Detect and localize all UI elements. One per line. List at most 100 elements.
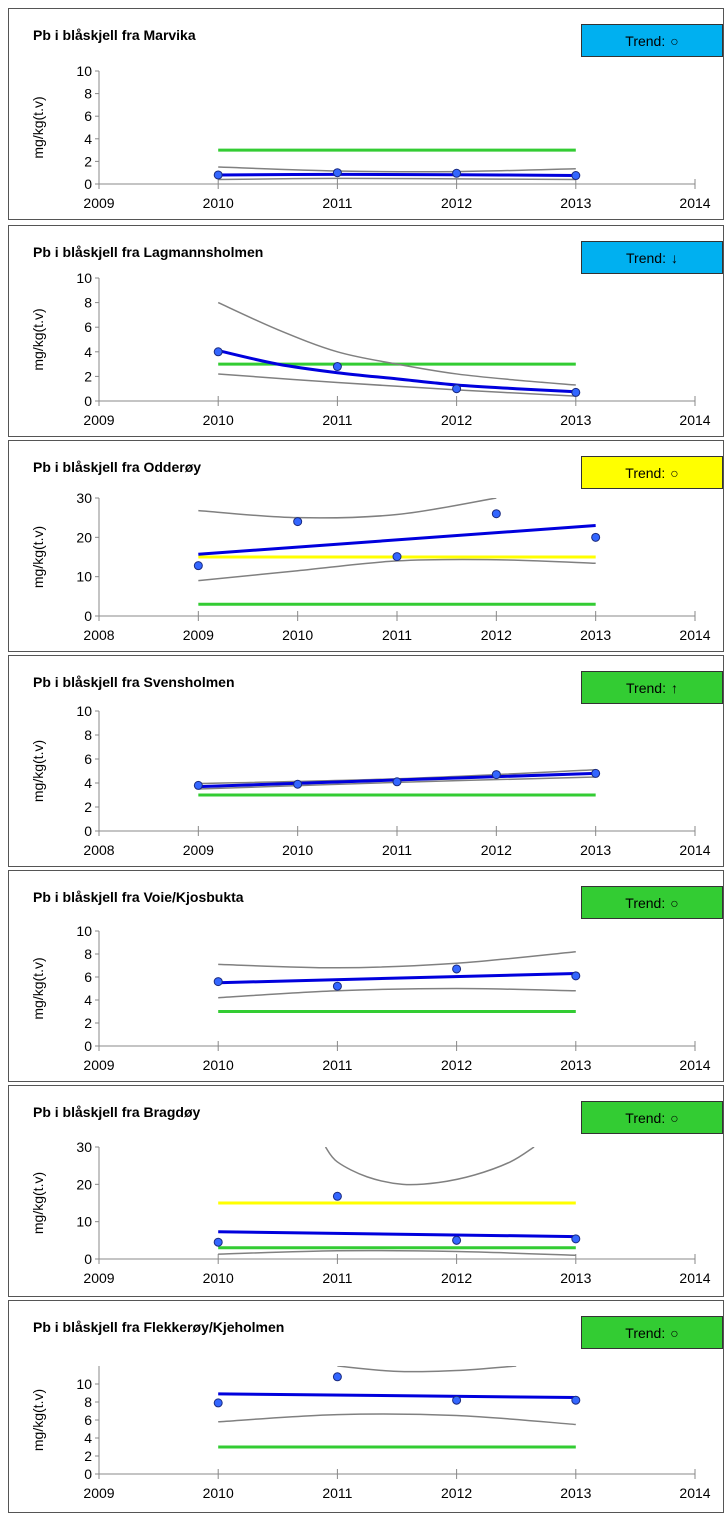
x-tick-label: 2009 [183,842,214,858]
data-point [213,1237,223,1247]
y-tick-label: 2 [84,153,92,169]
circle-icon: ○ [670,32,679,49]
x-tick-label: 2013 [560,1057,591,1073]
y-tick-label: 6 [84,1412,92,1428]
data-point [571,387,581,397]
y-tick-label: 0 [84,1038,92,1054]
x-tick-label: 2009 [83,1270,114,1286]
x-tick-label: 2012 [441,412,472,428]
ci-upper-line [218,166,576,173]
y-axis-label: mg/kg(t.v) [30,1389,46,1451]
x-tick-label: 2010 [203,1270,234,1286]
data-point [452,168,462,178]
plot-area [213,950,581,1013]
arrow-up-icon: ↑ [670,679,678,696]
arrow-down-icon: ↓ [670,249,678,266]
ci-lower-line [198,558,596,582]
chart-svg: 0 2 4 6 8 10 2009 2010 2011 2012 2013 2014 mg/kg(t.v… [30,270,711,428]
ci-lower-line [218,177,576,181]
chart-title: Pb i blåskjell fra Flekkerøy/Kjeholmen [33,1319,285,1335]
x-tick-label: 2014 [679,195,710,211]
data-point [332,981,342,991]
y-tick-label: 10 [76,1214,92,1230]
y-axis-label: mg/kg(t.v) [30,526,46,588]
x-tick-label: 2010 [203,1485,234,1501]
x-tick-label: 2012 [441,1057,472,1073]
y-tick-label: 20 [76,529,92,545]
data-point [332,362,342,372]
x-tick-label: 2010 [282,627,313,643]
y-tick-label: 0 [84,1251,92,1267]
y-tick-label: 30 [76,490,92,506]
x-tick-label: 2009 [83,412,114,428]
trend-badge: Trend: ○ [581,1101,723,1134]
y-tick-label: 8 [84,295,92,311]
y-tick-label: 2 [84,1448,92,1464]
trend-badge: Trend: ○ [581,886,723,919]
y-axis-label: mg/kg(t.v) [30,740,46,802]
y-tick-label: 30 [76,1139,92,1155]
data-point [213,347,223,357]
data-point [591,768,601,778]
x-tick-label: 2011 [322,1485,352,1501]
plot-area [193,768,601,797]
y-tick-label: 8 [84,1394,92,1410]
trend-label: Trend: [625,32,666,49]
chart-panel: 0 10 20 30 2009 2010 2011 2012 2013 2014 mg/kg(t.v… [8,1085,724,1297]
x-tick-label: 2010 [203,412,234,428]
chart-panel: 0 10 20 30 2008 2009 2010 2011 2012 2013 2014 mg/kg… [8,440,724,652]
y-tick-label: 4 [84,1430,92,1446]
chart-title: Pb i blåskjell fra Bragdøy [33,1104,201,1120]
data-point [213,170,223,180]
x-tick-label: 2011 [322,195,352,211]
ci-upper-line [218,950,576,969]
data-point [193,780,203,790]
y-tick-label: 10 [76,703,92,719]
x-tick-label: 2012 [481,842,512,858]
x-tick-label: 2008 [83,627,114,643]
x-tick-label: 2009 [183,627,214,643]
y-tick-label: 0 [84,1466,92,1482]
ci-lower-line [218,373,576,397]
y-axis-label: mg/kg(t.v) [30,96,46,158]
x-tick-label: 2009 [83,1057,114,1073]
data-point [571,171,581,181]
data-point [571,971,581,981]
ci-upper-line [217,301,576,386]
chart-panel: 0 2 4 6 8 10 2009 2010 2011 2012 2013 2014 mg/kg(t.v… [8,1300,724,1513]
ci-upper-line [198,498,497,519]
x-tick-label: 2014 [679,1057,710,1073]
ci-lower-line [218,987,576,999]
data-point [571,1234,581,1244]
data-point [293,517,303,527]
y-tick-label: 0 [84,393,92,409]
chart-panel: 0 2 4 6 8 10 2009 2010 2011 2012 2013 2014 mg/kg(t.v… [8,225,724,437]
x-tick-label: 2012 [441,1270,472,1286]
chart-svg: 0 2 4 6 8 10 2009 2010 2011 2012 2013 2014 mg/kg(t.v… [30,1366,711,1501]
x-tick-label: 2011 [322,1270,352,1286]
y-axis-label: mg/kg(t.v) [30,957,46,1019]
plot-area [193,498,601,606]
trend-label: Trend: [625,464,666,481]
trend-badge: Trend: ○ [581,1316,723,1349]
data-point [213,1398,223,1408]
x-tick-label: 2011 [322,1057,352,1073]
ci-upper-line [337,1366,517,1373]
x-tick-label: 2013 [560,412,591,428]
x-tick-label: 2008 [83,842,114,858]
x-tick-label: 2013 [580,627,611,643]
x-tick-label: 2014 [679,412,710,428]
data-point [491,770,501,780]
x-tick-label: 2014 [679,1270,710,1286]
y-tick-label: 4 [84,992,92,1008]
x-tick-label: 2012 [441,1485,472,1501]
y-tick-label: 6 [84,751,92,767]
y-tick-label: 0 [84,608,92,624]
trend-label: Trend: [626,249,666,266]
x-tick-label: 2009 [83,195,114,211]
chart-svg: 0 10 20 30 2009 2010 2011 2012 2013 2014 mg/kg(t.v… [30,1139,711,1286]
x-tick-label: 2014 [679,842,710,858]
data-point [392,552,402,562]
chart-panel: 0 2 4 6 8 10 2009 2010 2011 2012 2013 2014 mg/kg(t.v… [8,870,724,1082]
y-tick-label: 10 [76,1376,92,1392]
